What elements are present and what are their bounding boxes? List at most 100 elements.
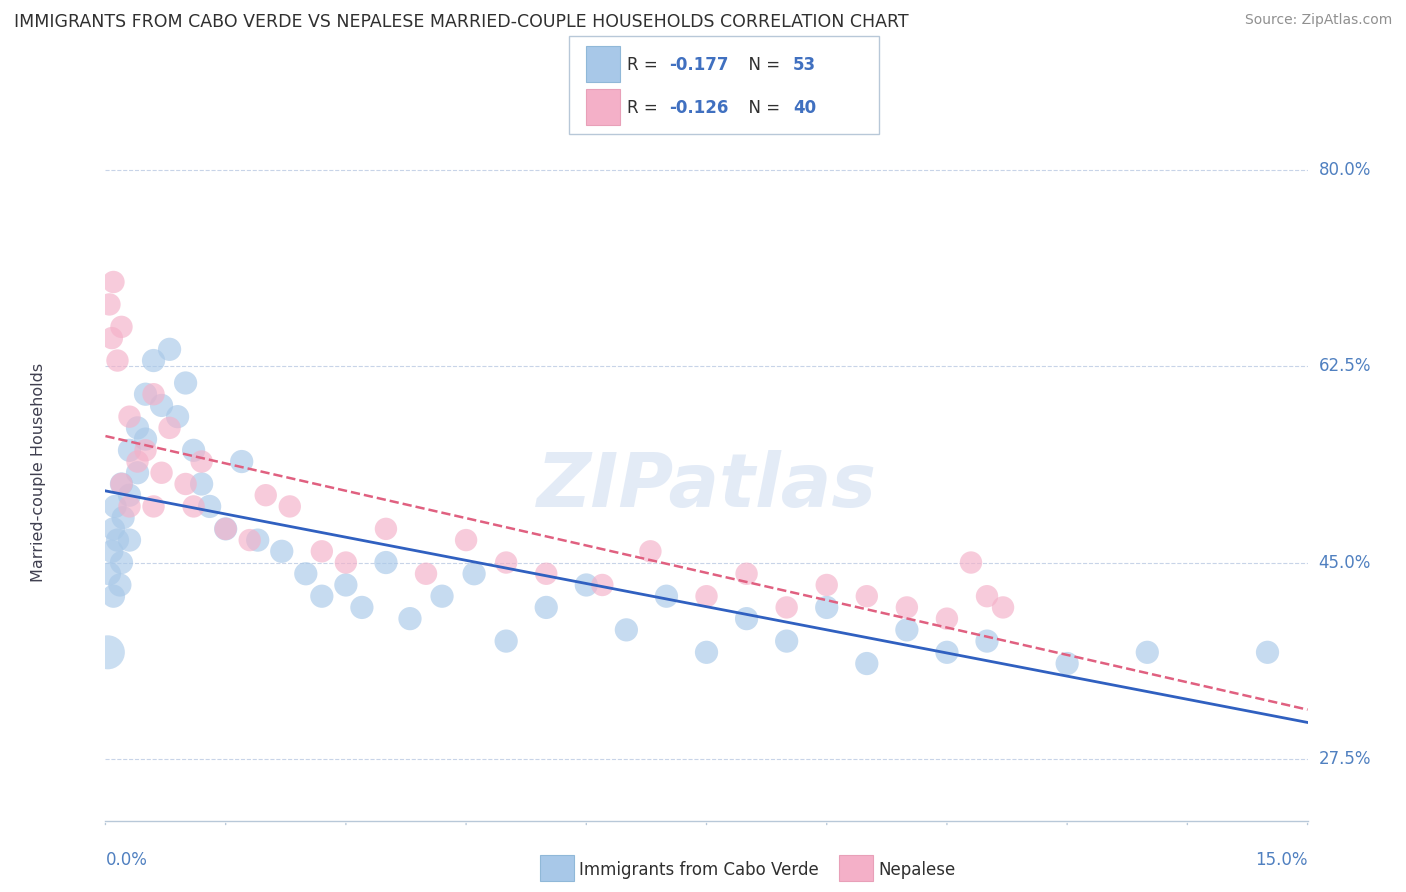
Point bbox=[976, 589, 998, 603]
Text: R =: R = bbox=[627, 99, 664, 117]
Text: 0.0%: 0.0% bbox=[105, 851, 148, 869]
Point bbox=[246, 533, 269, 547]
Point bbox=[190, 477, 212, 491]
Point bbox=[463, 566, 485, 581]
Point bbox=[101, 331, 124, 345]
Point bbox=[118, 533, 141, 547]
Point bbox=[107, 353, 129, 368]
Point bbox=[198, 500, 221, 514]
Point bbox=[495, 556, 517, 570]
Point bbox=[815, 578, 838, 592]
Point bbox=[350, 600, 373, 615]
Point bbox=[98, 566, 121, 581]
Point bbox=[142, 500, 165, 514]
Text: 27.5%: 27.5% bbox=[1319, 750, 1371, 768]
Point bbox=[534, 566, 557, 581]
Point bbox=[335, 556, 357, 570]
Point bbox=[495, 634, 517, 648]
Point bbox=[97, 645, 120, 659]
Point bbox=[311, 544, 333, 558]
Text: Married-couple Households: Married-couple Households bbox=[31, 363, 46, 582]
Text: Immigrants from Cabo Verde: Immigrants from Cabo Verde bbox=[579, 861, 820, 879]
Point bbox=[150, 466, 173, 480]
Point bbox=[735, 612, 758, 626]
Point bbox=[534, 600, 557, 615]
Point bbox=[399, 612, 422, 626]
Point bbox=[174, 477, 197, 491]
Point bbox=[430, 589, 453, 603]
Point bbox=[118, 488, 141, 502]
Point bbox=[374, 556, 398, 570]
Text: R =: R = bbox=[627, 56, 664, 74]
Text: Nepalese: Nepalese bbox=[879, 861, 956, 879]
Text: 62.5%: 62.5% bbox=[1319, 357, 1371, 376]
Point bbox=[896, 600, 918, 615]
Point bbox=[776, 634, 799, 648]
Point bbox=[110, 556, 132, 570]
Point bbox=[112, 510, 135, 524]
Point bbox=[214, 522, 236, 536]
Point bbox=[270, 544, 292, 558]
Point bbox=[127, 466, 149, 480]
Point bbox=[1257, 645, 1279, 659]
Text: IMMIGRANTS FROM CABO VERDE VS NEPALESE MARRIED-COUPLE HOUSEHOLDS CORRELATION CHA: IMMIGRANTS FROM CABO VERDE VS NEPALESE M… bbox=[14, 13, 908, 31]
Point bbox=[142, 387, 165, 401]
Point bbox=[103, 589, 125, 603]
Point bbox=[976, 634, 998, 648]
Point bbox=[454, 533, 477, 547]
Point bbox=[735, 566, 758, 581]
Point bbox=[107, 533, 129, 547]
Point bbox=[118, 500, 141, 514]
Point bbox=[1056, 657, 1078, 671]
Point bbox=[855, 589, 877, 603]
Point bbox=[415, 566, 437, 581]
Point bbox=[1136, 645, 1159, 659]
Point bbox=[135, 387, 157, 401]
Text: Source: ZipAtlas.com: Source: ZipAtlas.com bbox=[1244, 13, 1392, 28]
Point bbox=[295, 566, 318, 581]
Point bbox=[101, 544, 124, 558]
Point bbox=[103, 275, 125, 289]
Point bbox=[183, 443, 205, 458]
Point bbox=[127, 421, 149, 435]
Point bbox=[575, 578, 598, 592]
Text: -0.126: -0.126 bbox=[669, 99, 728, 117]
Point bbox=[616, 623, 638, 637]
Point bbox=[374, 522, 398, 536]
Point bbox=[696, 645, 718, 659]
Point bbox=[591, 578, 613, 592]
Text: 80.0%: 80.0% bbox=[1319, 161, 1371, 178]
Text: 15.0%: 15.0% bbox=[1256, 851, 1308, 869]
Point bbox=[103, 522, 125, 536]
Text: -0.177: -0.177 bbox=[669, 56, 728, 74]
Point bbox=[254, 488, 277, 502]
Point bbox=[335, 578, 357, 592]
Point bbox=[108, 578, 131, 592]
Text: 40: 40 bbox=[793, 99, 815, 117]
Point bbox=[855, 657, 877, 671]
Text: ZIPatlas: ZIPatlas bbox=[537, 450, 876, 524]
Point bbox=[896, 623, 918, 637]
Text: 45.0%: 45.0% bbox=[1319, 554, 1371, 572]
Point bbox=[110, 319, 132, 334]
Point bbox=[174, 376, 197, 390]
Point bbox=[239, 533, 262, 547]
Point bbox=[98, 297, 121, 311]
Point bbox=[936, 612, 959, 626]
Point bbox=[159, 343, 181, 357]
Point bbox=[118, 409, 141, 424]
Point bbox=[640, 544, 662, 558]
Point bbox=[278, 500, 301, 514]
Point bbox=[127, 454, 149, 468]
Point bbox=[142, 353, 165, 368]
Point bbox=[190, 454, 212, 468]
Point bbox=[104, 500, 127, 514]
Point bbox=[150, 399, 173, 413]
Point bbox=[135, 432, 157, 446]
Point bbox=[655, 589, 678, 603]
Point bbox=[696, 589, 718, 603]
Text: N =: N = bbox=[738, 99, 786, 117]
Point bbox=[110, 477, 132, 491]
Point bbox=[960, 556, 983, 570]
Text: 53: 53 bbox=[793, 56, 815, 74]
